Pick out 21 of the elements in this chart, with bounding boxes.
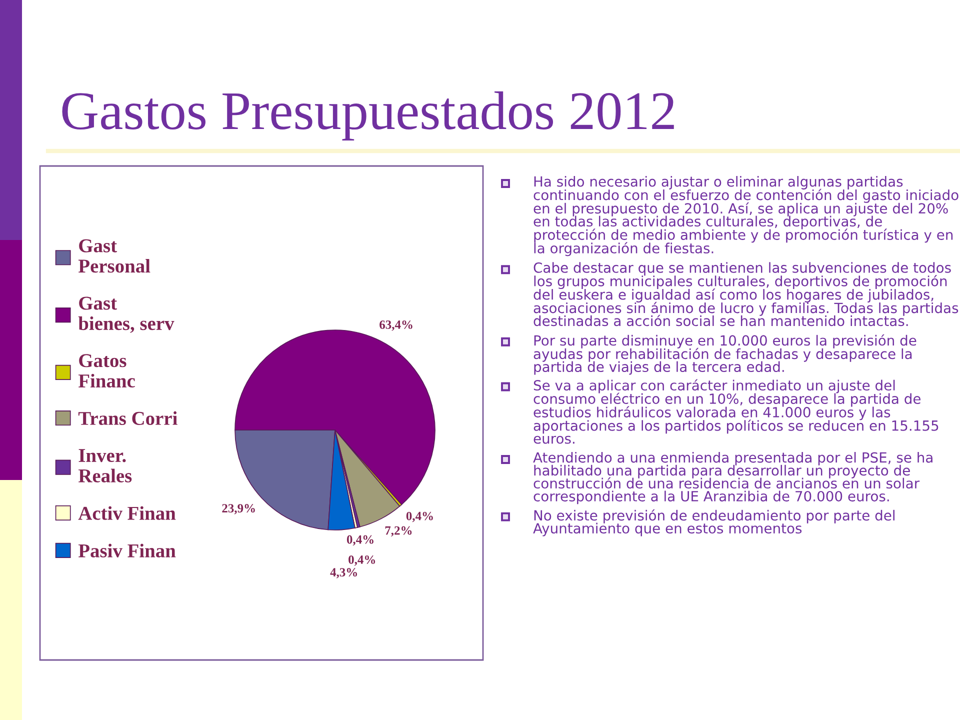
data-label: 63,4% bbox=[380, 320, 412, 331]
text: Atendiendo a una enmienda presentada por el PSE, se ha habilitado una partida para desarrollar un proyecto de construcción de una residencia de ancianos en un solar correspondiente a la UE Aranzibia de 70.000 euros. bbox=[533, 452, 932, 504]
chart-title: Gastos Presupuestados 2012 bbox=[62, 91, 674, 141]
legend-label: Pasiv Finan bbox=[78, 544, 176, 558]
data-label: 0,4% bbox=[346, 535, 374, 546]
legend-label: Gatos Financ bbox=[78, 354, 135, 388]
data-label: 0,4% bbox=[348, 555, 376, 566]
legend-label: Gast bienes, serv bbox=[78, 296, 174, 333]
legend-label: Inver. Reales bbox=[78, 449, 132, 482]
text: Ha sido necesario ajustar o eliminar algunas partidas continuando con el esfuerzo de contención del gasto iniciado en el presupuesto de 2010. Así, se aplica un ajuste del 20% en todas las actividades culturales, deportivas, de protección de medio ambiente y de promoción turística y en la organización de fiestas. bbox=[534, 176, 958, 256]
text: Cabe destacar que se mantienen las subvenciones de todos los grupos municipales culturales, deportivos de promoción del euskera e igualdad así como los hogares de jubilados, asociaciones sin ánimo de lucro y familias. Todas las partidas destinadas a acción social se han mantenido intactas. bbox=[534, 262, 958, 326]
data-label: 0,4% bbox=[406, 512, 433, 522]
text: Por su parte disminuye en 10.000 euros la previsión de ayudas por rehabilitación de fachadas y desaparece la partida de viajes de la tercera edad. bbox=[534, 334, 916, 375]
text: No existe previsión de endeudamiento por parte del Ayuntamiento que en estos momentos bbox=[533, 509, 894, 536]
text: Se va a aplicar con carácter inmediato un ajuste del consumo eléctrico en un 10%, desaparece la partida de estudios hidráulicos valorada en 41.000 euros y las aportaciones a los partidos políticos se reducen en 15.155 euros. bbox=[534, 379, 938, 444]
legend-label: Activ Finan bbox=[78, 506, 176, 520]
data-label: 4,3% bbox=[330, 568, 357, 578]
data-label: 23,9% bbox=[222, 504, 255, 514]
legend-label: Gast Personal bbox=[78, 239, 150, 273]
data-label: 7,2% bbox=[385, 526, 412, 537]
legend-label: Trans Corri bbox=[78, 411, 178, 425]
